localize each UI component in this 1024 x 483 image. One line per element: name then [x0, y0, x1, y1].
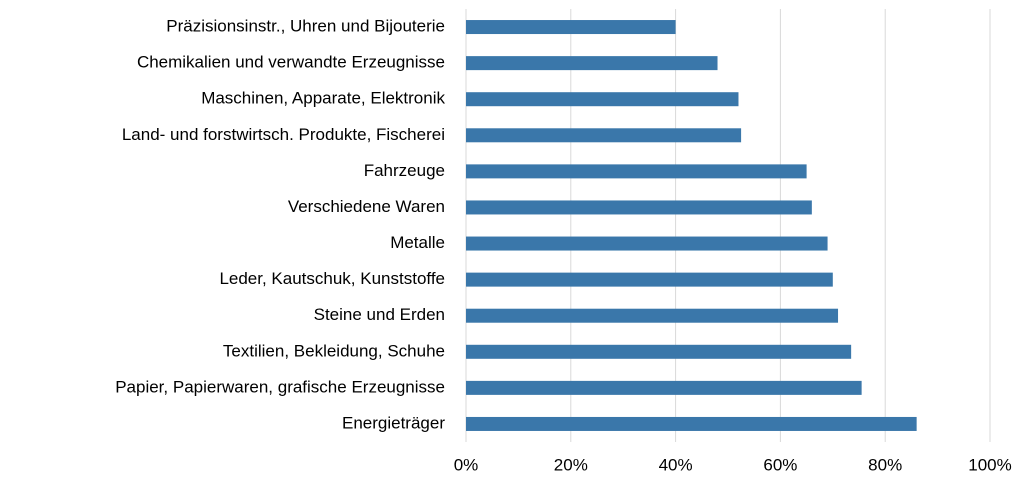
- bar: [466, 92, 739, 107]
- y-tick-label: Steine und Erden: [314, 305, 445, 324]
- x-tick-label: 40%: [659, 455, 693, 474]
- x-tick-label: 100%: [968, 455, 1011, 474]
- y-tick-label: Leder, Kautschuk, Kunststoffe: [219, 269, 445, 288]
- y-tick-label: Fahrzeuge: [364, 161, 445, 180]
- bar: [466, 272, 833, 287]
- bar: [466, 20, 676, 35]
- bar: [466, 308, 839, 323]
- y-tick-label: Maschinen, Apparate, Elektronik: [201, 89, 445, 108]
- bar: [466, 416, 917, 431]
- y-tick-label: Chemikalien und verwandte Erzeugnisse: [137, 53, 445, 72]
- bar: [466, 200, 812, 215]
- bar: [466, 344, 852, 359]
- y-tick-label: Land- und forstwirtsch. Produkte, Fische…: [122, 125, 445, 144]
- bar: [466, 236, 828, 251]
- y-tick-label: Verschiedene Waren: [288, 197, 445, 216]
- x-tick-label: 60%: [763, 455, 797, 474]
- bar: [466, 128, 742, 143]
- y-tick-label: Textilien, Bekleidung, Schuhe: [223, 341, 445, 360]
- y-tick-label: Präzisionsinstr., Uhren und Bijouterie: [166, 17, 445, 36]
- bar: [466, 164, 807, 179]
- bar: [466, 380, 862, 395]
- x-tick-label: 20%: [554, 455, 588, 474]
- x-tick-label: 0%: [454, 455, 479, 474]
- bar: [466, 56, 718, 71]
- y-tick-label: Energieträger: [342, 413, 445, 432]
- y-tick-label: Metalle: [390, 233, 445, 252]
- y-tick-label: Papier, Papierwaren, grafische Erzeugnis…: [115, 377, 445, 396]
- x-tick-label: 80%: [868, 455, 902, 474]
